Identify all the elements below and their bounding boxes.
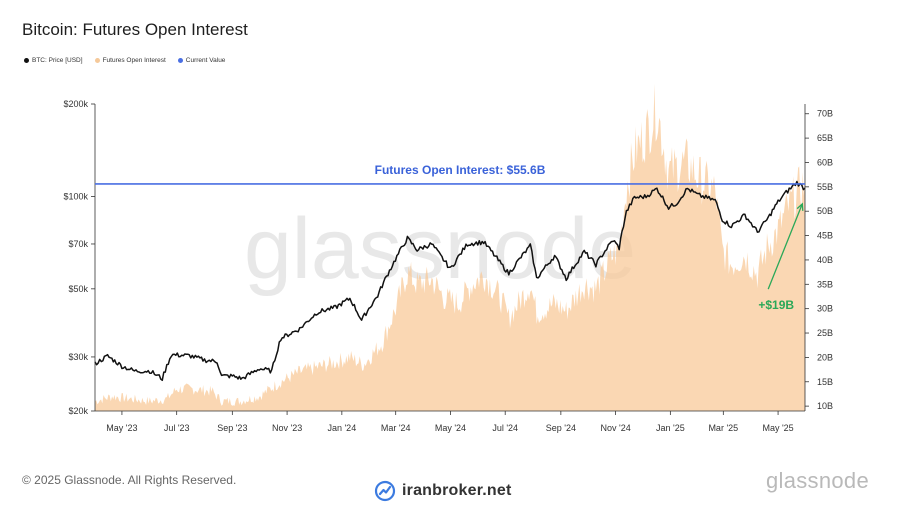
x-tick-label: May '23: [106, 423, 137, 433]
x-tick-label: Jan '24: [327, 423, 356, 433]
legend-dot-open-interest: [94, 58, 100, 63]
y-left-tick-label: $70k: [68, 239, 88, 249]
axes-layer: $20k $30k $50k $70k $100k $200k 10B 15B 20B 25B 30…: [63, 99, 833, 433]
watermark-text: glassnode: [244, 201, 636, 297]
y-right-tick-label: 65B: [817, 133, 833, 143]
y-right-tick-label: 45B: [817, 231, 833, 241]
legend-dot-price: [24, 58, 29, 63]
x-tick-label: Mar '24: [381, 423, 411, 433]
open-interest-layer: [95, 83, 805, 411]
price-layer: [94, 180, 806, 382]
y-right-tick-label: 10B: [817, 401, 833, 411]
brand-logo-text[interactable]: glassnode: [766, 468, 869, 493]
legend-dot-current-value: [177, 58, 183, 63]
x-tick-label: May '25: [762, 423, 793, 433]
x-tick-label: Nov '23: [272, 423, 302, 433]
current-value-label: Futures Open Interest: $55.6B: [375, 163, 546, 177]
broker-logo-icon: [374, 480, 396, 502]
x-tick-label: Jul '23: [164, 423, 190, 433]
y-right-tick-label: 20B: [817, 352, 833, 362]
broker-name: iranbroker.net: [402, 482, 512, 499]
chart-title: Bitcoin: Futures Open Interest: [22, 20, 248, 39]
y-left-tick-label: $200k: [63, 99, 88, 109]
x-tick-label: Mar '25: [708, 423, 738, 433]
x-tick-label: Jul '24: [492, 423, 518, 433]
x-tick-label: Jan '25: [656, 423, 685, 433]
annotation-layer: Futures Open Interest: $55.6B +$19B: [95, 163, 805, 312]
x-tick-label: Nov '24: [600, 423, 630, 433]
y-left-tick-label: $30k: [68, 352, 88, 362]
y-right-tick-label: 50B: [817, 206, 833, 216]
legend-label-current-value: Current Value: [185, 57, 226, 64]
y-left-tick-label: $100k: [63, 191, 88, 201]
open-interest-area: [95, 83, 805, 411]
legend-label-open-interest: Futures Open Interest: [102, 57, 166, 64]
copyright-text: © 2025 Glassnode. All Rights Reserved.: [22, 473, 237, 487]
x-tick-label: Sep '24: [546, 423, 576, 433]
broker-watermark: iranbroker.net: [374, 480, 512, 502]
chart-legend: BTC: Price [USD] Futures Open Interest C…: [24, 57, 225, 64]
legend-item-current-value[interactable]: Current Value: [177, 57, 226, 64]
legend-item-open-interest[interactable]: Futures Open Interest: [94, 57, 166, 64]
growth-annotation-label: +$19B: [758, 298, 794, 312]
y-right-tick-label: 30B: [817, 304, 833, 314]
y-right-tick-label: 15B: [817, 377, 833, 387]
y-right-tick-label: 70B: [817, 109, 833, 119]
legend-item-price[interactable]: BTC: Price [USD]: [24, 57, 83, 64]
growth-arrow-line: [767, 203, 803, 290]
legend-label-price: BTC: Price [USD]: [32, 57, 83, 64]
y-left-tick-label: $20k: [68, 406, 88, 416]
x-tick-label: May '24: [435, 423, 466, 433]
y-right-tick-label: 60B: [817, 157, 833, 167]
y-right-tick-label: 25B: [817, 328, 833, 338]
y-left-tick-label: $50k: [68, 284, 88, 294]
growth-arrow-head: [796, 202, 804, 211]
x-tick-label: Sep '23: [217, 423, 247, 433]
y-right-tick-label: 35B: [817, 279, 833, 289]
y-right-tick-label: 40B: [817, 255, 833, 265]
y-right-tick-label: 55B: [817, 182, 833, 192]
btc-price-line: [94, 180, 806, 382]
